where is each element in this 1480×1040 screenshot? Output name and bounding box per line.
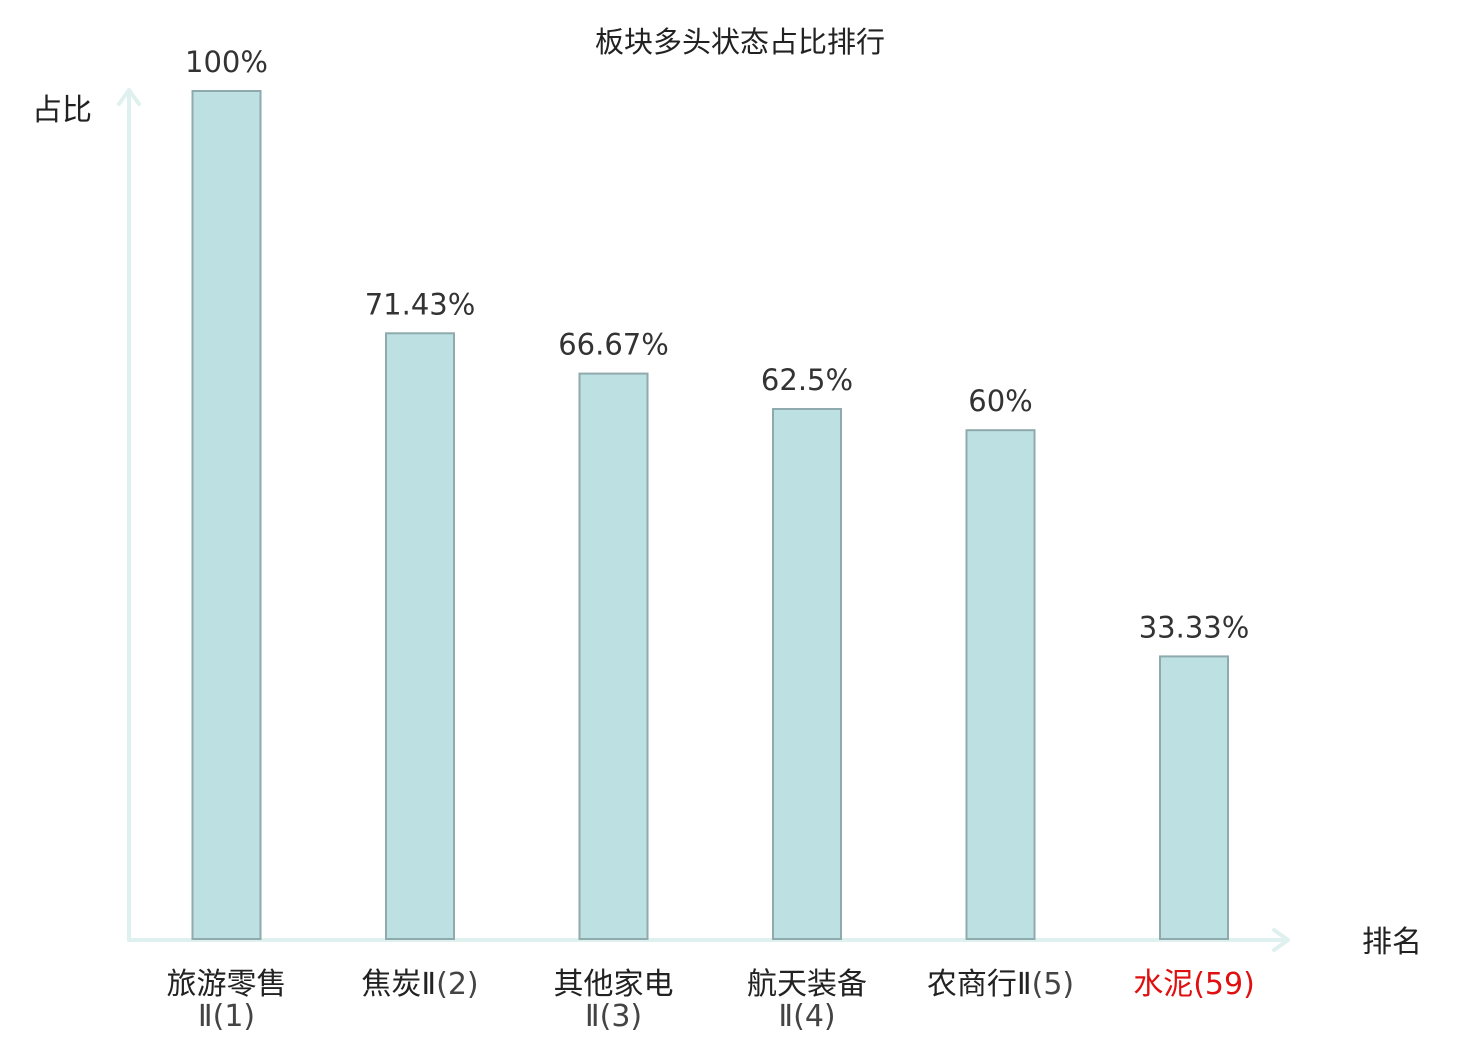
bar-3 — [578, 372, 649, 941]
category-label-2: 焦炭Ⅱ(2) — [361, 967, 478, 1002]
bar-2 — [385, 332, 455, 940]
value-label-4: 62.5% — [761, 363, 853, 397]
bar-4 — [772, 408, 842, 940]
category-label-4: 航天装备 Ⅱ(4) — [747, 967, 867, 1034]
bar-1 — [191, 90, 262, 940]
value-label-3: 66.67% — [558, 328, 669, 362]
y-axis-arrowhead — [117, 88, 141, 106]
bar-5 — [965, 429, 1036, 940]
value-label-1: 100% — [185, 45, 268, 79]
bar-6 — [1159, 655, 1229, 941]
value-label-6: 33.33% — [1139, 610, 1250, 644]
axes — [117, 88, 1290, 952]
value-labels-group: 100% 71.43% 66.67% 62.5% 60% 33.33% — [185, 45, 1249, 644]
x-axis-label: 排名 — [1362, 925, 1422, 960]
category-label-6: 水泥(59) — [1133, 967, 1255, 1002]
y-axis-label: 占比 — [32, 93, 92, 128]
bars-group — [191, 90, 1229, 941]
category-label-5: 农商行Ⅱ(5) — [927, 967, 1074, 1002]
category-labels-group: 旅游零售 Ⅱ(1) 焦炭Ⅱ(2) 其他家电 Ⅱ(3) 航天装备 Ⅱ(4) 农商行Ⅱ(5) 水泥(… — [167, 967, 1255, 1034]
x-axis-arrowhead — [1272, 928, 1290, 952]
value-label-2: 71.43% — [365, 287, 476, 321]
category-label-1: 旅游零售 Ⅱ(1) — [167, 967, 287, 1034]
value-label-5: 60% — [968, 384, 1032, 418]
chart-title: 板块多头状态占比排行 — [595, 25, 885, 59]
category-label-3: 其他家电 Ⅱ(3) — [554, 967, 674, 1034]
